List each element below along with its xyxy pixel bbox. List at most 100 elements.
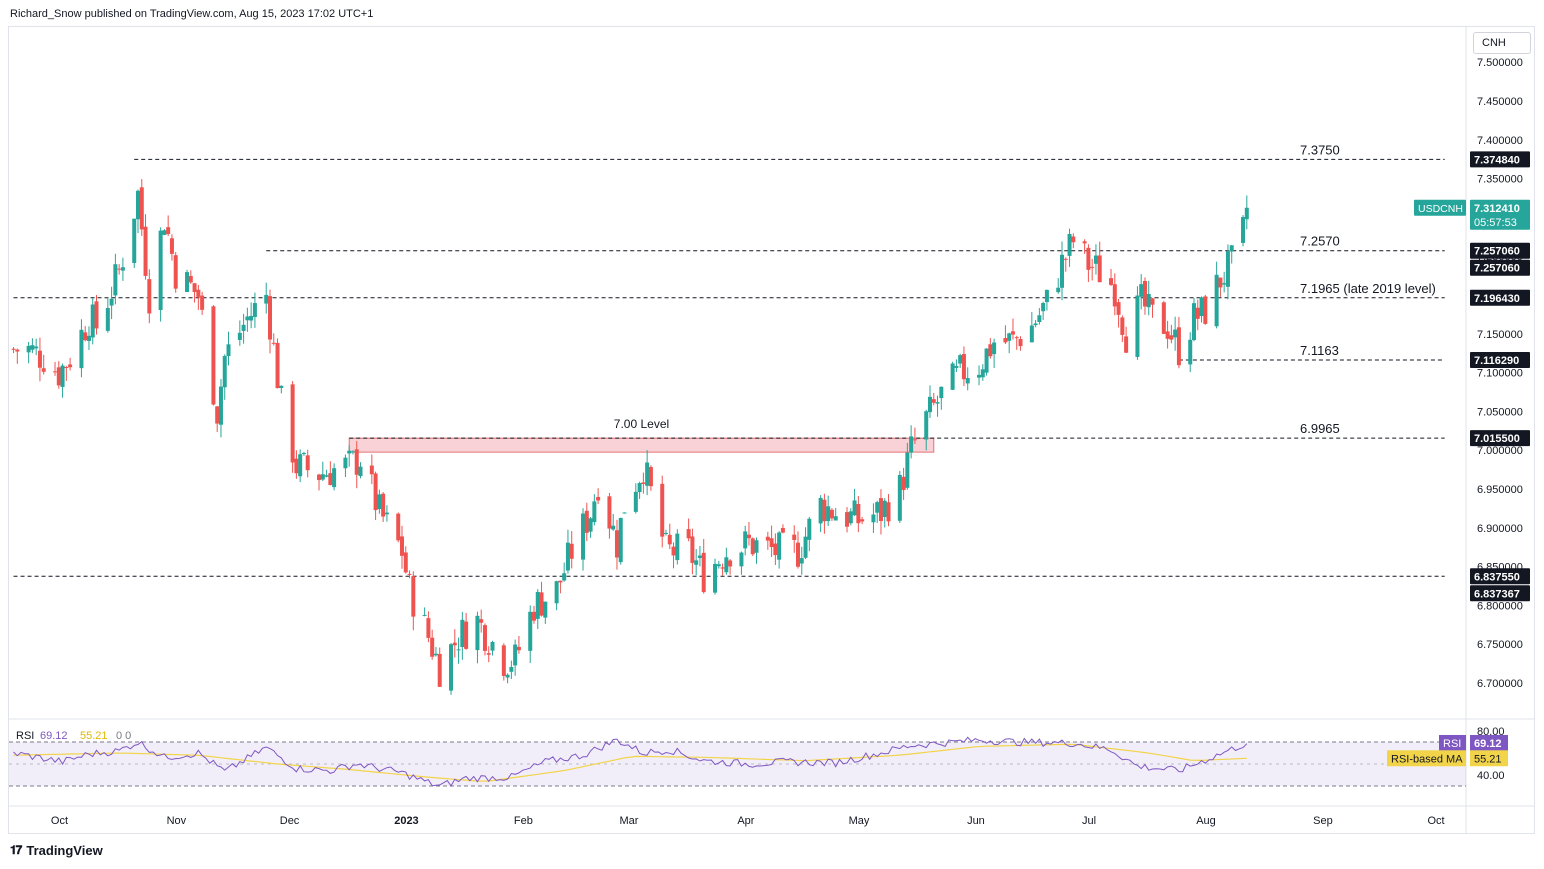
candle: [765, 531, 770, 550]
candle: [192, 283, 197, 303]
candle: [875, 500, 880, 523]
last-price-bg: [1470, 199, 1530, 230]
candle-body: [173, 255, 178, 289]
candle: [648, 465, 653, 491]
candle-body: [449, 644, 454, 691]
zone-7-level[interactable]: [348, 437, 935, 453]
candle: [569, 531, 574, 569]
candle-body: [596, 496, 601, 501]
extra-axis-label: 6.837367: [1470, 585, 1530, 602]
candle: [486, 646, 491, 663]
candle: [369, 454, 374, 485]
level-axis-label-text: 7.196430: [1474, 293, 1520, 305]
candle: [332, 463, 337, 491]
candle: [562, 562, 567, 582]
candle-body: [1229, 245, 1234, 252]
rsi-ma-last-label: RSI-based MA 55.21: [1387, 750, 1508, 767]
price-tick-label: 6.900000: [1477, 523, 1523, 535]
candle-body: [407, 573, 412, 575]
candle: [912, 427, 917, 444]
extra-axis-label-bg: [1470, 259, 1530, 276]
candle: [856, 495, 861, 533]
candle: [528, 605, 533, 663]
candle-body: [848, 511, 853, 524]
level-axis-label: 6.837550: [1470, 568, 1530, 585]
candle: [845, 507, 850, 533]
candle-body: [369, 465, 374, 475]
candle-body: [1203, 296, 1208, 324]
candle-body: [279, 385, 284, 388]
candle-body: [211, 306, 216, 405]
candle: [1109, 268, 1114, 286]
candle: [449, 642, 454, 695]
candle-body: [671, 546, 676, 556]
candle: [64, 365, 69, 381]
candle-body: [924, 411, 929, 440]
candle-body: [875, 502, 880, 513]
candle-body: [41, 368, 46, 372]
candle: [109, 286, 114, 320]
candle-body: [958, 355, 963, 364]
candle: [701, 539, 706, 594]
candle: [743, 525, 748, 556]
candle-body: [765, 536, 770, 541]
candle-body: [411, 576, 416, 617]
candle-body: [1161, 302, 1166, 334]
candle-body: [1093, 255, 1098, 264]
candle-body: [56, 367, 61, 386]
candle: [317, 473, 322, 491]
candle: [211, 305, 216, 406]
level-axis-label: 7.257060: [1470, 242, 1530, 259]
candle: [882, 498, 887, 528]
candle: [848, 508, 853, 526]
level-axis-label-bg: [1470, 568, 1530, 585]
candle: [777, 531, 782, 569]
candle-body: [294, 458, 299, 474]
candle: [1150, 297, 1155, 318]
candle-body: [539, 592, 544, 616]
candle: [539, 581, 544, 617]
candle-body: [1135, 295, 1140, 357]
time-tick-label: Oct: [51, 815, 68, 827]
candle: [1203, 294, 1208, 325]
candle-body: [1195, 307, 1200, 319]
rsi-ma-value-text: 55.21: [1474, 753, 1502, 765]
candle-body: [320, 474, 325, 480]
candle-body: [147, 279, 152, 314]
candle-body: [332, 468, 337, 488]
candle: [358, 462, 363, 479]
publisher-caption: Richard_Snow published on TradingView.co…: [10, 8, 374, 20]
candle-body: [581, 513, 586, 560]
candle: [252, 292, 257, 328]
candle-body: [1067, 233, 1072, 256]
brand-label: TradingView: [26, 843, 103, 858]
candle: [56, 361, 61, 389]
candle-body: [358, 466, 363, 477]
rsi-tag-bg: [1439, 734, 1466, 751]
candle: [452, 629, 457, 658]
candle-body: [479, 619, 484, 623]
level-axis-label-bg: [1470, 242, 1530, 259]
candle-body: [422, 614, 427, 616]
candle: [1003, 325, 1008, 345]
candle: [822, 493, 827, 534]
candle: [675, 529, 680, 565]
currency-button[interactable]: CNH: [1473, 32, 1531, 54]
candle: [1018, 336, 1023, 351]
candle-body: [79, 329, 84, 369]
price-tick-label: 6.800000: [1477, 600, 1523, 612]
candle-body: [132, 218, 137, 264]
candle: [139, 179, 144, 236]
candle: [275, 338, 280, 389]
candle-body: [1056, 287, 1061, 293]
candle: [188, 270, 193, 284]
candle: [852, 488, 857, 517]
tradingview-branding[interactable]: 𝟏𝟕 TradingView: [10, 843, 103, 858]
candle: [988, 338, 993, 359]
candle-body: [897, 474, 902, 521]
candle-body: [645, 462, 650, 486]
candle: [490, 640, 495, 656]
candle-body: [354, 449, 359, 475]
candle-body: [532, 611, 536, 621]
